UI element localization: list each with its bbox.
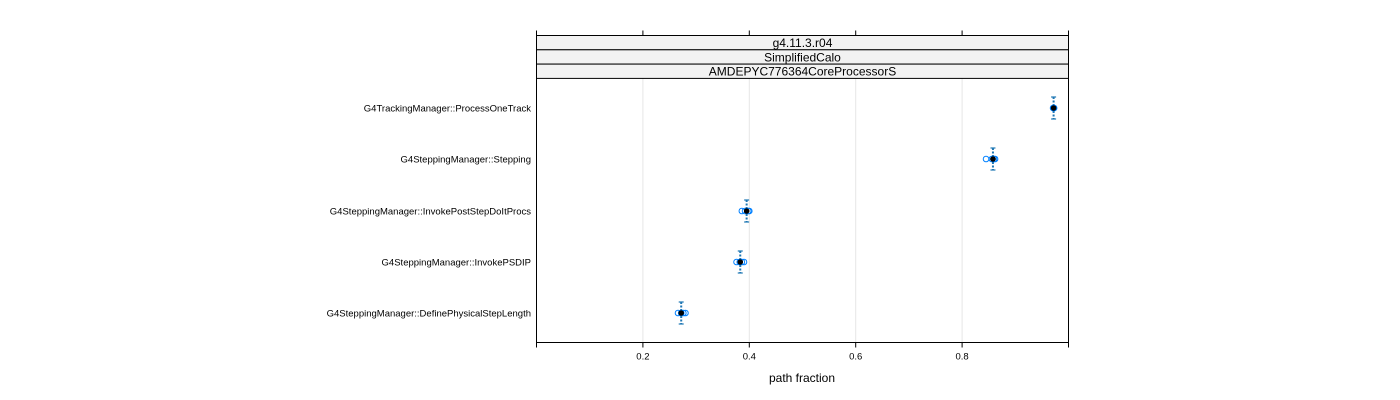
category-label-4: G4SteppingManager::DefinePhysicalStepLen…	[327, 309, 531, 320]
x-tick-label-1: 0.4	[743, 352, 756, 363]
x-tick-label-0: 0.2	[636, 352, 649, 363]
x-tick-label-2: 0.6	[849, 352, 862, 363]
panel-frame	[536, 35, 1069, 343]
sample-point-1-0	[982, 155, 990, 163]
data-marks	[674, 96, 1058, 325]
mean-point-0	[1050, 105, 1057, 111]
strip-label-1: SimplifiedCalo	[764, 50, 841, 64]
category-label-1: G4SteppingManager::Stepping	[401, 155, 531, 166]
ticks-layer: 0.2 0.4 0.6 0.8	[536, 30, 1069, 363]
category-label-2: G4SteppingManager::InvokePostStepDoItPro…	[330, 207, 531, 218]
strip-label-0: g4.11.3.r04	[773, 36, 833, 50]
category-label-0: G4TrackingManager::ProcessOneTrack	[364, 104, 531, 115]
mean-point-1	[990, 156, 996, 162]
mean-point-3	[737, 259, 744, 265]
mean-point-2	[743, 208, 750, 214]
strip-header: g4.11.3.r04SimplifiedCaloAMDEPYC776364Co…	[536, 35, 1069, 79]
strip-label-2: AMDEPYC776364CoreProcessorS	[709, 65, 896, 79]
category-labels: G4TrackingManager::ProcessOneTrackG4Step…	[327, 104, 532, 320]
grid-layer	[642, 78, 963, 343]
category-label-3: G4SteppingManager::InvokePSDIP	[382, 258, 531, 269]
mean-point-4	[678, 310, 685, 316]
x-tick-label-3: 0.8	[955, 352, 968, 363]
x-axis-title: path fraction	[769, 371, 835, 385]
